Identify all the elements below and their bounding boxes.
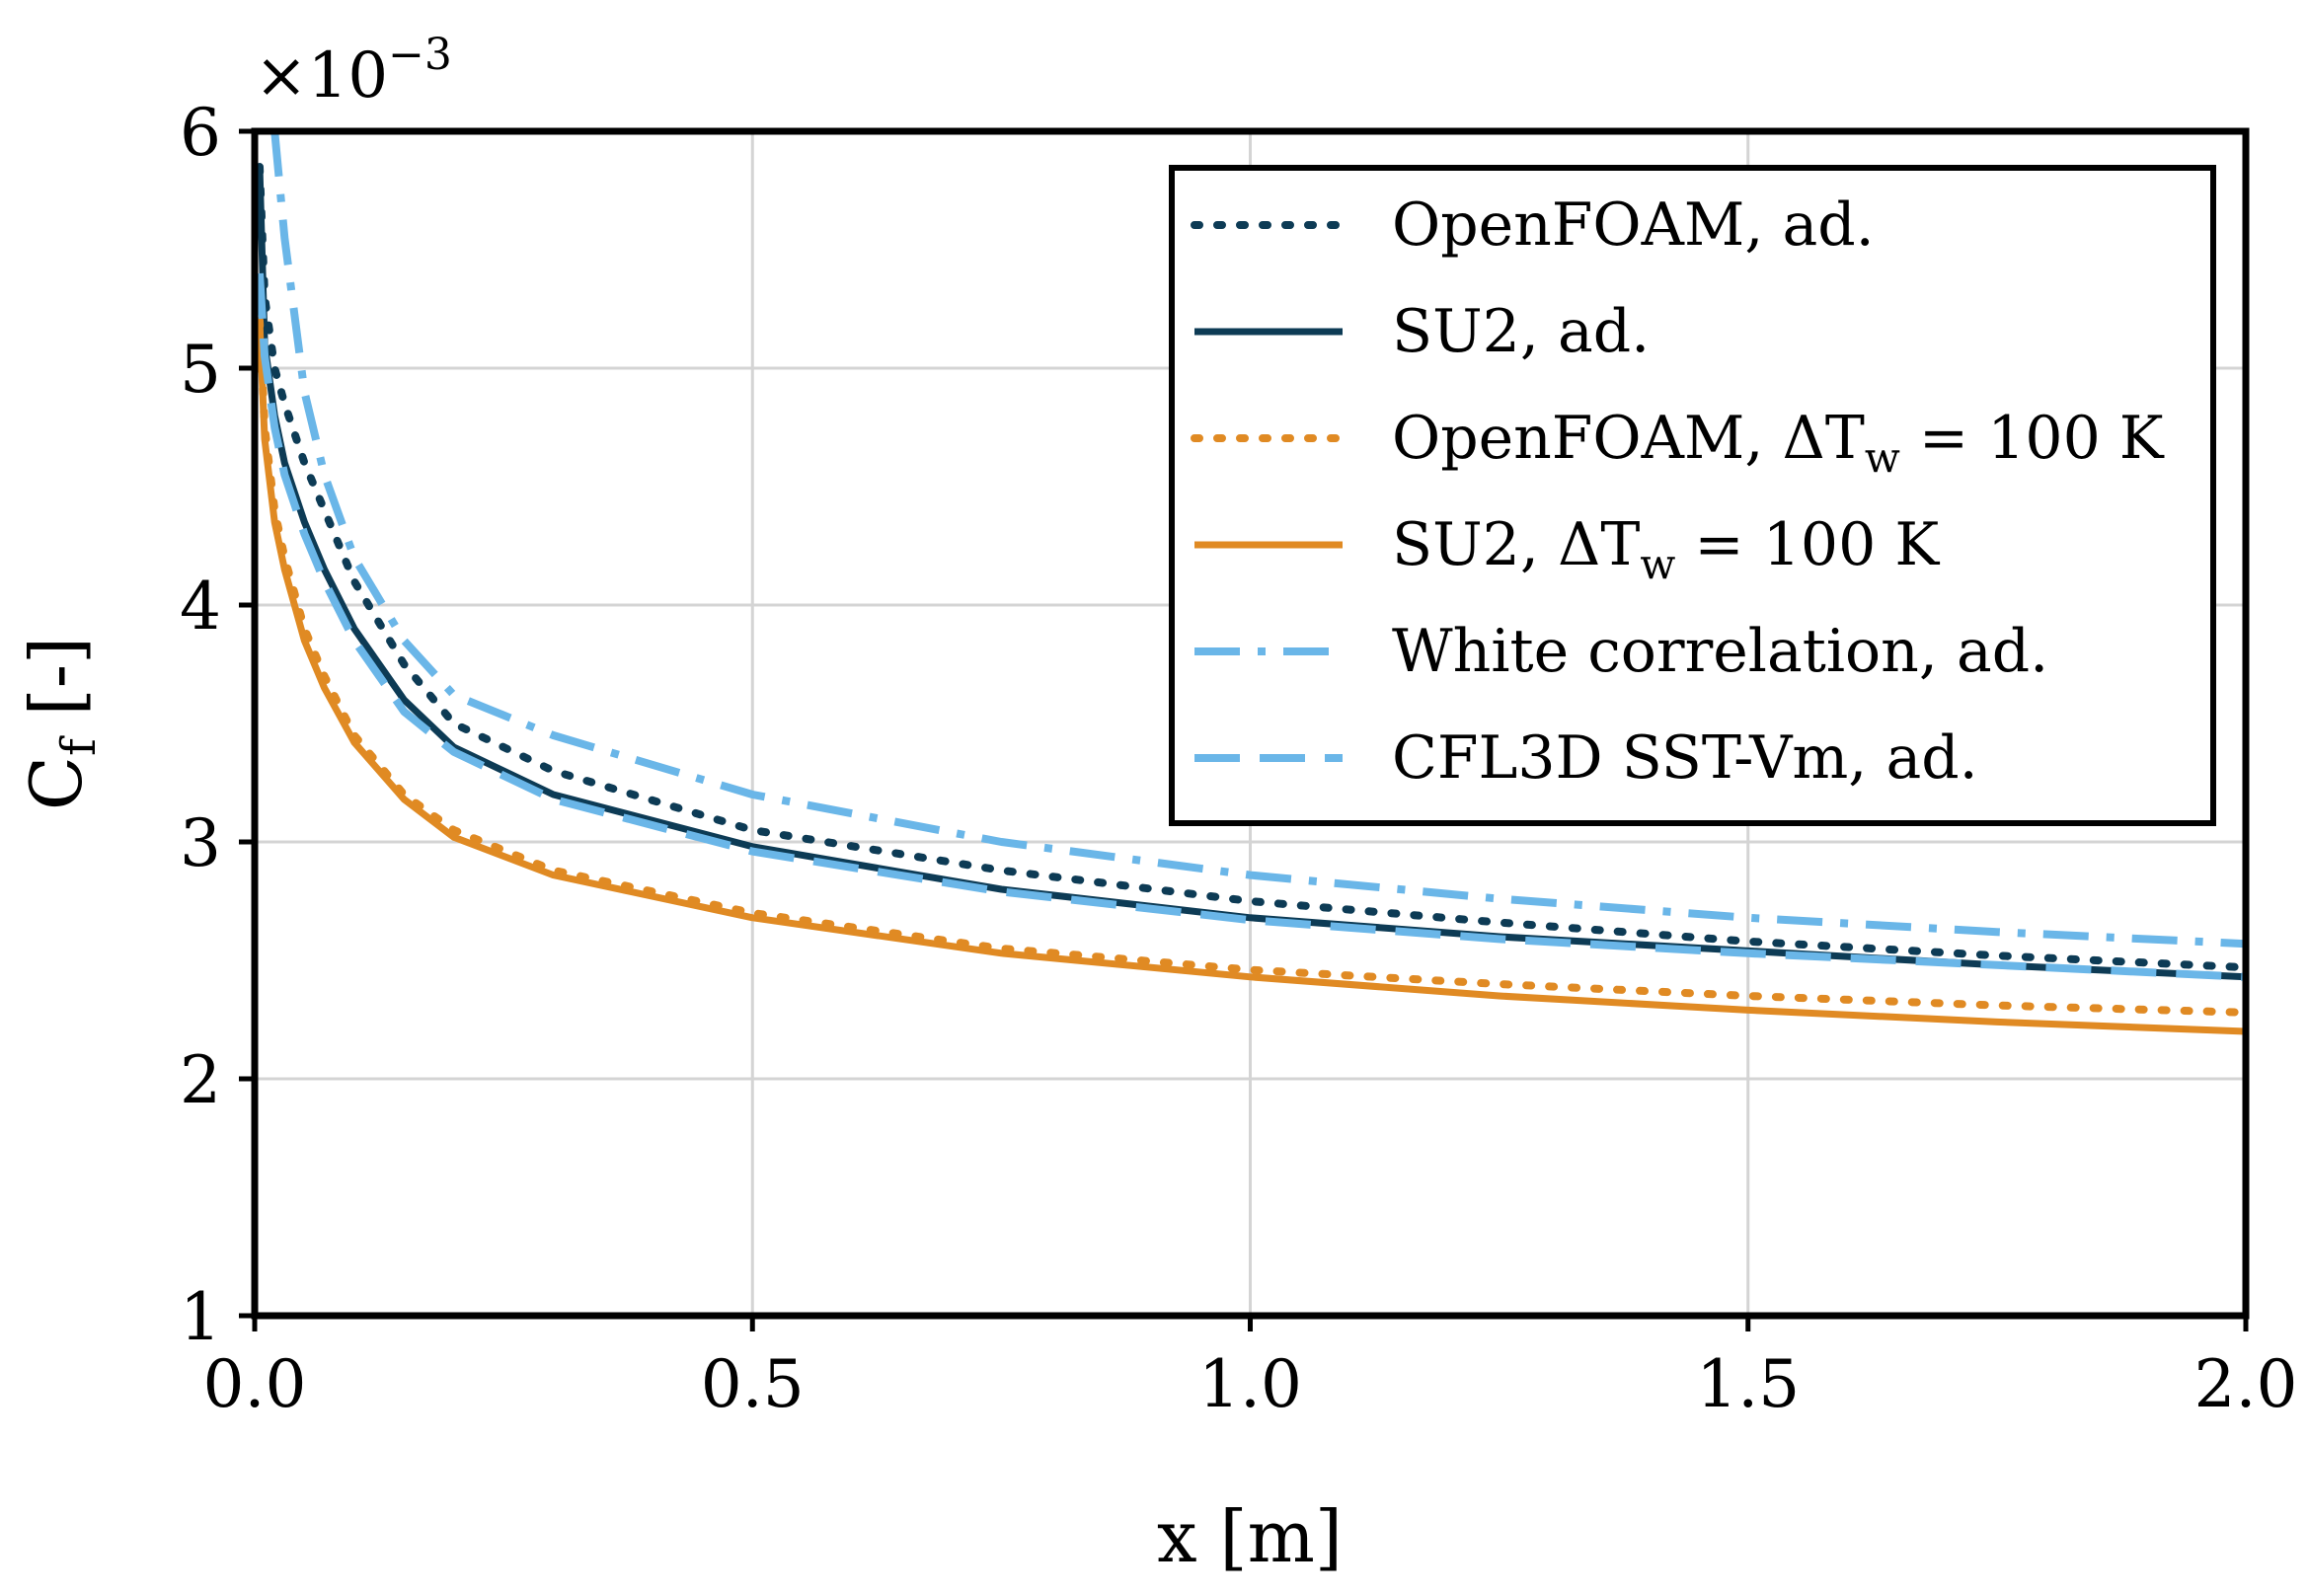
legend-label-1: SU2, ad. xyxy=(1392,297,1650,366)
legend-label-5: CFL3D SST-Vm, ad. xyxy=(1392,723,1978,793)
y-axis-label-sub: f xyxy=(51,735,107,756)
series-line-2 xyxy=(256,317,2246,1017)
y-tick-label-2: 3 xyxy=(180,805,221,881)
y-tick-label-5: 6 xyxy=(180,95,221,171)
x-tick-label-4: 2.0 xyxy=(2194,1346,2298,1422)
plot-series xyxy=(256,131,2246,1035)
series-line-5 xyxy=(256,272,2246,981)
x-tick-label-0: 0.0 xyxy=(203,1346,307,1422)
y-axis-label-main: C xyxy=(15,756,98,810)
y-multiplier: ×10−3 xyxy=(255,30,452,113)
legend-label-0: OpenFOAM, ad. xyxy=(1392,190,1875,260)
series-line-4 xyxy=(270,131,2246,949)
legend: OpenFOAM, ad. SU2, ad. OpenFOAM, ΔTw = 100… xyxy=(1169,165,2216,826)
y-tick-label-4: 5 xyxy=(180,332,221,408)
series-line-3 xyxy=(256,320,2246,1035)
series-line-0 xyxy=(256,163,2246,972)
legend-frame xyxy=(1169,165,2216,826)
x-tick-label-1: 0.5 xyxy=(701,1346,805,1422)
y-axis-label-suffix: [-] xyxy=(15,637,98,738)
y-tick-label-3: 4 xyxy=(180,569,221,645)
axis-ticks: 0.0 0.5 1.0 1.5 2.0 1 2 3 4 5 6 xyxy=(180,95,2297,1422)
y-tick-label-0: 1 xyxy=(180,1279,221,1355)
x-axis-label: x [m] xyxy=(1157,1495,1343,1578)
y-multiplier-base: ×10 xyxy=(255,39,388,113)
x-tick-label-2: 1.0 xyxy=(1198,1346,1302,1422)
y-axis-label: Cf [-] xyxy=(15,637,107,810)
legend-label-4: White correlation, ad. xyxy=(1392,617,2048,686)
y-multiplier-exp: −3 xyxy=(388,30,452,80)
y-tick-label-1: 2 xyxy=(180,1042,221,1118)
legend-label-3: SU2, ΔTw = 100 K xyxy=(1392,510,1940,588)
legend-label-2: OpenFOAM, ΔTw = 100 K xyxy=(1392,404,2165,482)
x-tick-label-3: 1.5 xyxy=(1696,1346,1800,1422)
